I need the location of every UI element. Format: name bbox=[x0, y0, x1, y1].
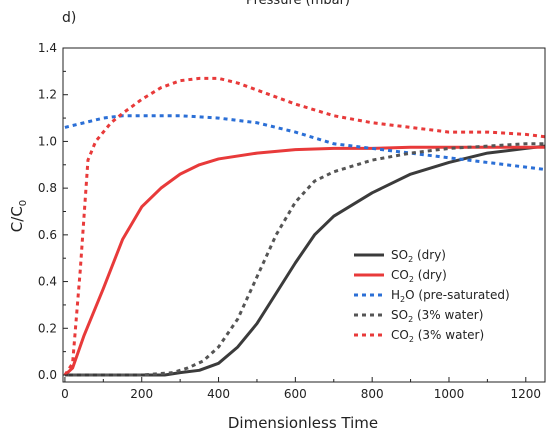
legend-label-rest: (dry) bbox=[414, 268, 447, 282]
legend-label-rest: O (pre-saturated) bbox=[405, 288, 510, 302]
axes: 0 200 400 600 800 1000 1200 0.0 0.2 0.4 0.6 0.8 1.0 1… bbox=[38, 41, 541, 401]
x-tick-label: 400 bbox=[207, 387, 230, 401]
legend-label-subscript: 2 bbox=[409, 335, 414, 344]
y-tick-label: 0.4 bbox=[38, 275, 57, 289]
x-axis-label: Dimensionless Time bbox=[228, 414, 378, 432]
y-tick-label: 0.6 bbox=[38, 228, 57, 242]
series-line-4 bbox=[63, 76, 546, 376]
legend-label-1: CO2 (dry) bbox=[391, 268, 447, 284]
y-axis-label: C/C0 bbox=[8, 200, 29, 232]
legend-label-4: CO2 (3% water) bbox=[391, 328, 484, 344]
x-tick-label: 1000 bbox=[434, 387, 465, 401]
plot-area bbox=[63, 76, 546, 377]
x-tick-label: 600 bbox=[284, 387, 307, 401]
legend-label-subscript: 2 bbox=[408, 315, 413, 324]
legend-label-2: H2O (pre-saturated) bbox=[391, 288, 510, 304]
series-line-3 bbox=[64, 142, 545, 377]
x-tick-label: 800 bbox=[361, 387, 384, 401]
panel-label: d) bbox=[62, 10, 76, 26]
legend-label-rest: (3% water) bbox=[413, 308, 483, 322]
legend: SO2 (dry)CO2 (dry)H2O (pre-saturated)SO2… bbox=[354, 248, 510, 344]
legend-label-subscript: 2 bbox=[409, 275, 414, 284]
clipped-top-title: Pressure (mbar) bbox=[246, 0, 350, 8]
legend-label-main: SO bbox=[391, 248, 408, 262]
x-tick-label: 0 bbox=[61, 387, 69, 401]
legend-label-0: SO2 (dry) bbox=[391, 248, 446, 264]
legend-label-subscript: 2 bbox=[408, 255, 413, 264]
legend-label-main: SO bbox=[391, 308, 408, 322]
legend-label-main: H bbox=[391, 288, 400, 302]
legend-label-rest: (dry) bbox=[413, 248, 446, 262]
y-tick-label: 0.8 bbox=[38, 181, 57, 195]
plot-frame bbox=[62, 47, 546, 383]
series-line-2 bbox=[64, 114, 546, 171]
y-axis-label-subscript: 0 bbox=[18, 200, 29, 206]
x-tick-label: 200 bbox=[130, 387, 153, 401]
y-axis-label-main: C/C bbox=[8, 206, 26, 232]
y-tick-label: 1.4 bbox=[38, 41, 57, 55]
legend-label-rest: (3% water) bbox=[414, 328, 484, 342]
legend-label-main: CO bbox=[391, 268, 409, 282]
y-tick-label: 0.0 bbox=[38, 368, 57, 382]
series-line-1 bbox=[63, 145, 545, 377]
y-tick-label: 0.2 bbox=[38, 321, 57, 335]
legend-label-main: CO bbox=[391, 328, 409, 342]
y-tick-label: 1.0 bbox=[38, 134, 57, 148]
y-tick-label: 1.2 bbox=[38, 88, 57, 102]
x-tick-label: 1200 bbox=[511, 387, 542, 401]
series-line-0 bbox=[64, 144, 546, 377]
legend-label-subscript: 2 bbox=[400, 295, 405, 304]
legend-label-3: SO2 (3% water) bbox=[391, 308, 483, 324]
